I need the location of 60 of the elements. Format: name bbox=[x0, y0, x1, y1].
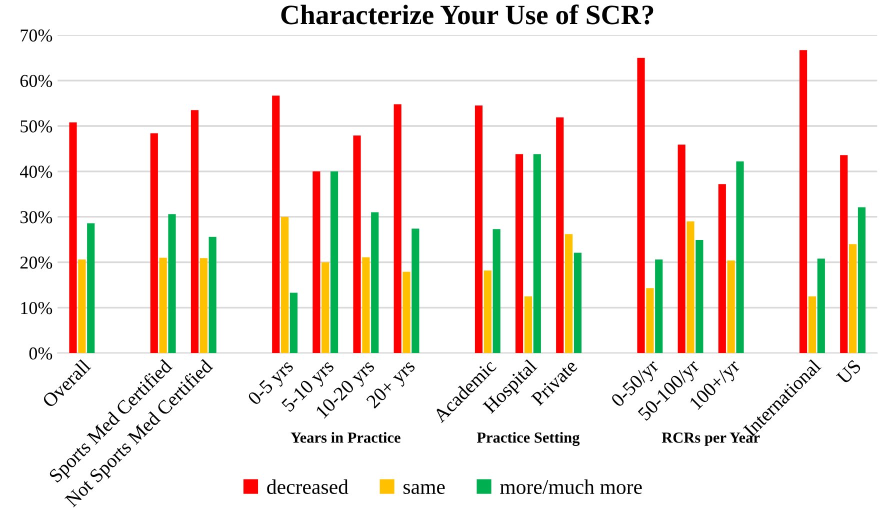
bar bbox=[371, 212, 379, 354]
bar bbox=[516, 154, 524, 354]
legend-label: decreased bbox=[267, 479, 348, 494]
bar bbox=[718, 184, 726, 354]
bar bbox=[817, 258, 825, 354]
text: Practice Setting bbox=[476, 432, 580, 446]
bar bbox=[281, 216, 289, 354]
bar bbox=[736, 161, 744, 354]
legend-label: same bbox=[404, 484, 445, 494]
bar bbox=[484, 270, 492, 354]
bar bbox=[727, 260, 735, 354]
bar bbox=[402, 272, 410, 354]
bar bbox=[474, 106, 483, 354]
bar bbox=[353, 136, 361, 354]
bar bbox=[150, 133, 158, 354]
bar bbox=[159, 258, 167, 354]
y-tick-label: 70% bbox=[20, 29, 52, 42]
legend-label: more/much more bbox=[500, 479, 642, 494]
bar bbox=[533, 154, 541, 354]
bar bbox=[394, 104, 402, 354]
bar bbox=[556, 117, 564, 354]
y-tick-label: 30% bbox=[20, 211, 52, 224]
bar bbox=[686, 221, 694, 354]
bar bbox=[272, 96, 280, 354]
y-tick-label: 0% bbox=[29, 347, 52, 360]
bar bbox=[87, 223, 95, 354]
bar bbox=[840, 155, 848, 354]
bar bbox=[200, 258, 208, 354]
bar bbox=[655, 260, 663, 354]
y-tick-label: 50% bbox=[20, 120, 52, 132]
bar bbox=[69, 122, 77, 354]
y-tick-label: 20% bbox=[20, 256, 52, 269]
bar bbox=[565, 234, 573, 354]
bar bbox=[362, 257, 370, 354]
bar bbox=[78, 260, 86, 354]
y-tick-label: 60% bbox=[20, 74, 52, 88]
bar bbox=[524, 296, 532, 354]
bar bbox=[696, 240, 704, 354]
bar bbox=[330, 171, 338, 354]
x-tick-label: US bbox=[836, 359, 862, 385]
bar bbox=[208, 236, 216, 354]
bar bbox=[574, 252, 582, 354]
bar bbox=[800, 50, 808, 354]
y-tick-label: 40% bbox=[20, 166, 52, 178]
bar bbox=[849, 244, 857, 354]
bar bbox=[646, 288, 654, 354]
bar bbox=[290, 292, 298, 354]
bar bbox=[637, 58, 645, 354]
bar bbox=[312, 171, 320, 354]
chart-title: Characterize Your Use of SCR? bbox=[281, 4, 654, 24]
bar bbox=[168, 214, 176, 354]
bar bbox=[858, 207, 866, 354]
bar bbox=[678, 144, 686, 354]
bar bbox=[808, 296, 816, 354]
bar bbox=[492, 229, 500, 354]
y-tick-label: 10% bbox=[21, 302, 52, 314]
bar bbox=[322, 262, 330, 354]
text: Years in Practice bbox=[290, 432, 400, 443]
bar bbox=[412, 228, 420, 354]
bar bbox=[190, 110, 199, 354]
